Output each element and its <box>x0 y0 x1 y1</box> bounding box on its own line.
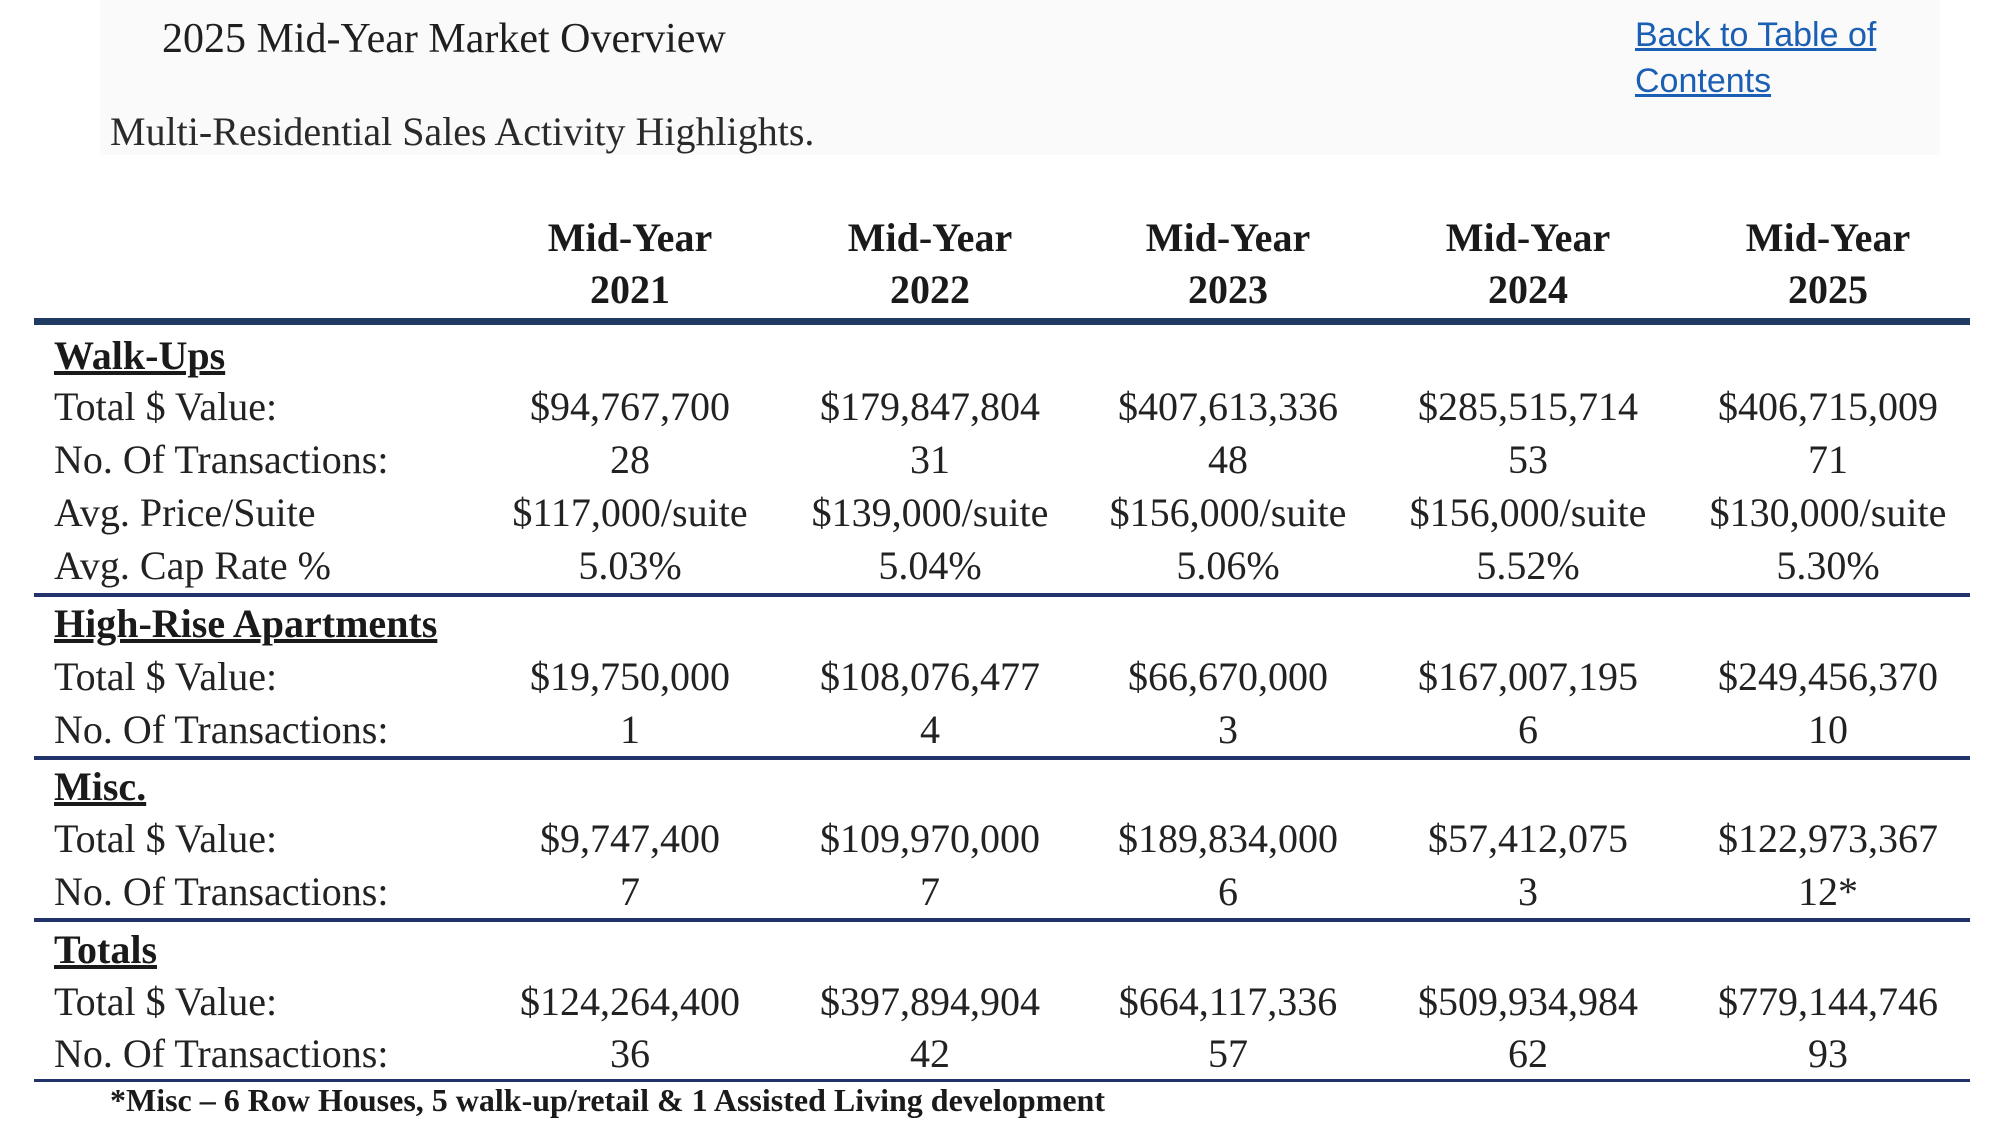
table-cell: 93 <box>1808 1031 1848 1076</box>
table-cell: $179,847,804 <box>820 384 1040 429</box>
header-divider <box>34 318 1970 325</box>
section-divider <box>34 756 1970 760</box>
row-label-transactions: No. Of Transactions: <box>54 1031 389 1076</box>
table-cell: $9,747,400 <box>540 816 720 861</box>
table-cell: 4 <box>920 707 940 752</box>
table-cell: 3 <box>1218 707 1238 752</box>
table-cell: 5.52% <box>1476 543 1580 588</box>
column-header-year: 2024 <box>1488 267 1568 312</box>
table-cell: $57,412,075 <box>1428 816 1628 861</box>
table-cell: 12* <box>1798 869 1858 914</box>
table-cell: 5.03% <box>578 543 682 588</box>
column-header-year: 2023 <box>1188 267 1268 312</box>
column-header-year: 2025 <box>1788 267 1868 312</box>
table-cell: 5.04% <box>878 543 982 588</box>
table-cell: 31 <box>910 437 950 482</box>
table-cell: $664,117,336 <box>1118 979 1338 1024</box>
table-cell: 6 <box>1218 869 1238 914</box>
table-cell: 57 <box>1208 1031 1248 1076</box>
row-label-total-value: Total $ Value: <box>54 654 278 699</box>
row-label-avg-price-suite: Avg. Price/Suite <box>54 490 316 535</box>
column-header-2022: Mid-Year 2022 <box>800 212 1060 316</box>
table-cell: $117,000/suite <box>512 490 748 535</box>
row-label-transactions: No. Of Transactions: <box>54 437 389 482</box>
footnote: *Misc – 6 Row Houses, 5 walk-up/retail &… <box>110 1082 1105 1118</box>
table-cell: 1 <box>620 707 640 752</box>
row-label-total-value: Total $ Value: <box>54 816 278 861</box>
table-cell: $66,670,000 <box>1128 654 1328 699</box>
table-cell: $19,750,000 <box>530 654 730 699</box>
column-header-year: 2021 <box>590 267 670 312</box>
column-header-2025: Mid-Year 2025 <box>1698 212 1958 316</box>
table-cell: 6 <box>1518 707 1538 752</box>
table-cell: $779,144,746 <box>1718 979 1938 1024</box>
column-header-2024: Mid-Year 2024 <box>1398 212 1658 316</box>
column-header-2021: Mid-Year 2021 <box>500 212 760 316</box>
title-band <box>100 0 1940 155</box>
table-cell: $108,076,477 <box>820 654 1040 699</box>
table-cell: $124,264,400 <box>520 979 740 1024</box>
table-cell: $167,007,195 <box>1418 654 1638 699</box>
column-header-line1: Mid-Year <box>1445 215 1611 260</box>
section-title-walk-ups: Walk-Ups <box>54 333 226 378</box>
table-cell: $406,715,009 <box>1718 384 1938 429</box>
table-cell: 36 <box>610 1031 650 1076</box>
column-header-line1: Mid-Year <box>1745 215 1911 260</box>
section-title-high-rise: High-Rise Apartments <box>54 601 438 646</box>
column-header-year: 2022 <box>890 267 970 312</box>
row-label-transactions: No. Of Transactions: <box>54 707 389 752</box>
table-cell: $156,000/suite <box>1409 490 1647 535</box>
table-cell: 10 <box>1808 707 1848 752</box>
back-to-contents-link[interactable]: Back to Table of Contents <box>1635 16 1877 100</box>
table-cell: 7 <box>920 869 940 914</box>
table-cell: $397,894,904 <box>820 979 1040 1024</box>
section-divider <box>34 918 1970 922</box>
table-cell: $122,973,367 <box>1718 816 1938 861</box>
column-header-line1: Mid-Year <box>1145 215 1311 260</box>
table-bottom-rule <box>34 1079 1970 1082</box>
section-title-misc: Misc. <box>54 764 147 809</box>
table-cell: $139,000/suite <box>811 490 1049 535</box>
table-cell: 5.06% <box>1176 543 1280 588</box>
table-cell: $189,834,000 <box>1118 816 1338 861</box>
table-cell: $109,970,000 <box>820 816 1040 861</box>
table-cell: 3 <box>1518 869 1538 914</box>
table-cell: 28 <box>610 437 650 482</box>
row-label-total-value: Total $ Value: <box>54 979 278 1024</box>
table-cell: 7 <box>620 869 640 914</box>
column-header-line1: Mid-Year <box>847 215 1013 260</box>
table-cell: 62 <box>1508 1031 1548 1076</box>
table-cell: $130,000/suite <box>1709 490 1947 535</box>
table-cell: $509,934,984 <box>1418 979 1638 1024</box>
table-cell: $156,000/suite <box>1109 490 1347 535</box>
table-cell: 5.30% <box>1776 543 1880 588</box>
table-cell: $285,515,714 <box>1418 384 1638 429</box>
page-subtitle: Multi-Residential Sales Activity Highlig… <box>110 109 815 154</box>
row-label-avg-cap-rate: Avg. Cap Rate % <box>54 543 331 588</box>
table-cell: 48 <box>1208 437 1248 482</box>
section-divider <box>34 593 1970 597</box>
table-cell: $407,613,336 <box>1118 384 1338 429</box>
section-title-totals: Totals <box>54 927 158 972</box>
table-cell: $249,456,370 <box>1718 654 1938 699</box>
table-cell: 53 <box>1508 437 1548 482</box>
column-header-2023: Mid-Year 2023 <box>1098 212 1358 316</box>
table-cell: 42 <box>910 1031 950 1076</box>
column-header-line1: Mid-Year <box>547 215 713 260</box>
row-label-total-value: Total $ Value: <box>54 384 278 429</box>
table-cell: $94,767,700 <box>530 384 730 429</box>
row-label-transactions: No. Of Transactions: <box>54 869 389 914</box>
page-title: 2025 Mid-Year Market Overview <box>162 16 726 62</box>
table-cell: 71 <box>1808 437 1848 482</box>
